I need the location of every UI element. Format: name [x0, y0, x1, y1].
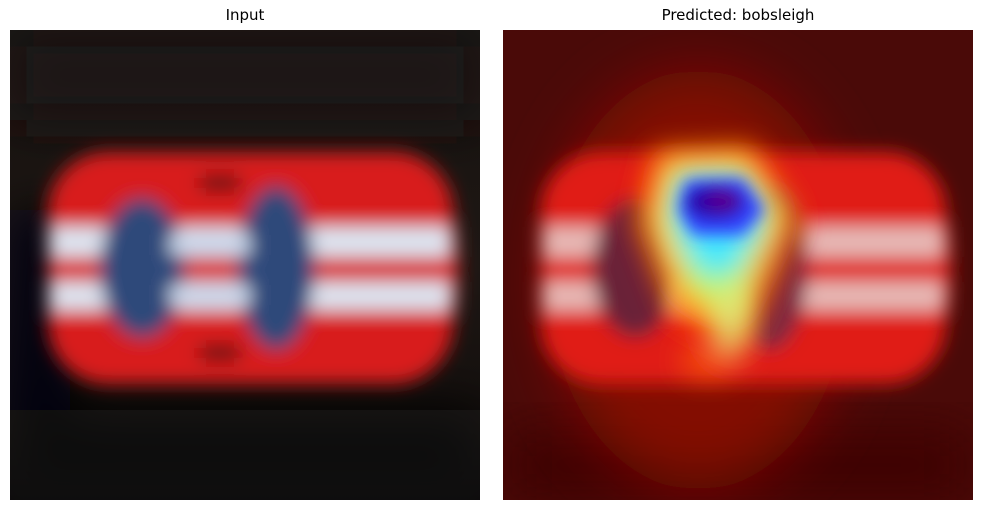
input-image	[10, 30, 480, 500]
windshield	[238, 186, 314, 350]
prediction-panel-title: Predicted: bobsleigh	[661, 6, 815, 24]
prediction-heatmap-image	[503, 30, 973, 500]
input-panel-title: Input	[225, 6, 265, 24]
car	[48, 152, 458, 384]
heatmap-canvas	[503, 30, 973, 500]
rear-window	[100, 198, 184, 338]
input-image-canvas	[10, 30, 480, 500]
